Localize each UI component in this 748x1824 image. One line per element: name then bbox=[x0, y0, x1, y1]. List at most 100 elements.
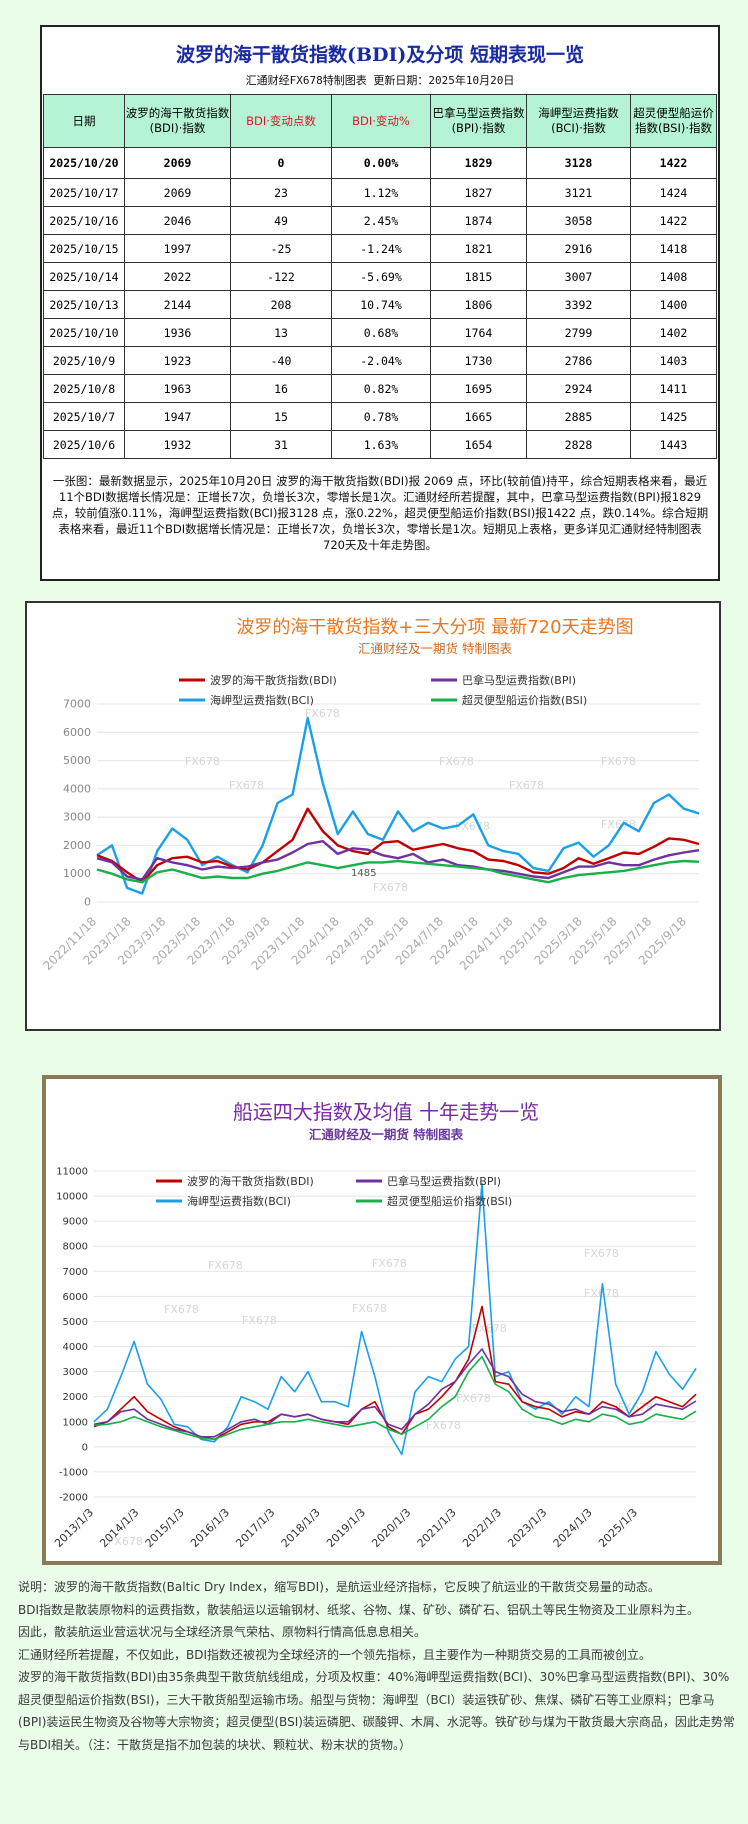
y-tick-label: 11000 bbox=[56, 1167, 88, 1178]
table-cell: 1424 bbox=[630, 178, 717, 207]
y-tick-label: 3000 bbox=[63, 1367, 88, 1378]
y-tick-label: -2000 bbox=[59, 1493, 88, 1504]
legend-label: 波罗的海干散货指数(BDI) bbox=[210, 673, 337, 687]
watermark-text: FX678 bbox=[455, 820, 490, 833]
watermark-text: FX678 bbox=[305, 707, 340, 720]
table-cell: 1.12% bbox=[331, 178, 431, 207]
summary-table-panel: 波罗的海干散货指数(BDI)及分项 短期表现一览 汇通财经FX678特制图表 更… bbox=[40, 25, 720, 581]
table-cell: 208 bbox=[230, 290, 332, 319]
x-tick-label: 2015/1/3 bbox=[143, 1506, 187, 1550]
watermark-text: FX678 bbox=[601, 818, 636, 831]
description-line: 因此，散装航运业营运状况与全球经济景气荣枯、原物料行情高低息息相关。 bbox=[18, 1625, 427, 1639]
table-cell: 0.68% bbox=[331, 318, 431, 347]
y-tick-label: 0 bbox=[84, 896, 91, 909]
y-tick-label: 1000 bbox=[63, 1417, 88, 1428]
table-row: 2025/10/7 1947 15 0.78% 1665 2885 1425 bbox=[43, 402, 717, 431]
legend-label: 巴拿马型运费指数(BPI) bbox=[387, 1174, 501, 1188]
watermark-text: FX678 bbox=[509, 779, 544, 792]
table-cell: 2025/10/17 bbox=[43, 178, 125, 207]
table-cell: 1806 bbox=[430, 290, 527, 319]
table-row: 2025/10/9 1923 -40 -2.04% 1730 2786 1403 bbox=[43, 346, 717, 375]
table-cell: -2.04% bbox=[331, 346, 431, 375]
table-cell: 2025/10/7 bbox=[43, 402, 125, 431]
table-cell: 1963 bbox=[124, 374, 231, 403]
table-cell: 2828 bbox=[526, 430, 631, 459]
table-cell: 2025/10/16 bbox=[43, 206, 125, 235]
series-line-0 bbox=[93, 1305, 697, 1441]
y-tick-label: 2000 bbox=[63, 1392, 88, 1403]
y-tick-label: 5000 bbox=[63, 754, 91, 767]
table-cell: 1411 bbox=[630, 374, 717, 403]
table-cell: 0.00% bbox=[331, 147, 431, 179]
table-cell: 2025/10/10 bbox=[43, 318, 125, 347]
legend-label: 超灵便型船运价指数(BSI) bbox=[387, 1194, 512, 1208]
chart-title: 船运四大指数及均值 十年走势一览 bbox=[233, 1100, 539, 1124]
table-cell: -122 bbox=[230, 262, 332, 291]
table-cell: 2025/10/14 bbox=[43, 262, 125, 291]
table-cell: 15 bbox=[230, 402, 332, 431]
chart-ten-years: 船运四大指数及均值 十年走势一览 汇通财经及一期货 特制图表 -2000 -1000 0… bbox=[42, 1075, 722, 1565]
header-bci: 海岬型运费指数(BCI)·指数 bbox=[526, 94, 631, 148]
table-row: 2025/10/10 1936 13 0.68% 1764 2799 1402 bbox=[43, 318, 717, 347]
table-cell: 2.45% bbox=[331, 206, 431, 235]
table-cell: 31 bbox=[230, 430, 332, 459]
description-line: 汇通财经所若提醒，不仅如此，BDI指数还被视为全球经济的一个领先指标，且主要作为… bbox=[18, 1647, 652, 1662]
table-cell: 0 bbox=[230, 147, 332, 179]
table-cell: 2025/10/6 bbox=[43, 430, 125, 459]
table-cell: 1403 bbox=[630, 346, 717, 375]
table-row: 2025/10/20 2069 0 0.00% 1829 3128 1422 bbox=[43, 147, 717, 179]
header-bdi-pct: BDI·变动% bbox=[331, 94, 431, 148]
watermark-text: FX678 bbox=[584, 1247, 619, 1260]
table-cell: 1829 bbox=[430, 147, 527, 179]
table-cell: 2069 bbox=[124, 178, 231, 207]
table-cell: 1815 bbox=[430, 262, 527, 291]
x-tick-label: 2020/1/3 bbox=[369, 1506, 413, 1550]
y-tick-label: 4000 bbox=[63, 1342, 88, 1353]
table-cell: 1422 bbox=[630, 206, 717, 235]
table-cell: 0.78% bbox=[331, 402, 431, 431]
table-note: 一张图：最新数据显示，2025年10月20日 波罗的海干散货指数(BDI)报 2… bbox=[51, 474, 709, 552]
description-block: 说明：波罗的海干散货指数(Baltic Dry Index，缩写BDI)，是航运… bbox=[18, 1576, 736, 1756]
legend-label: 海岬型运费指数(BCI) bbox=[187, 1194, 291, 1208]
table-cell: 23 bbox=[230, 178, 332, 207]
header-bpi: 巴拿马型运费指数(BPI)·指数 bbox=[430, 94, 527, 148]
table-cell: 1923 bbox=[124, 346, 231, 375]
table-cell: 1418 bbox=[630, 234, 717, 263]
table-cell: 2069 bbox=[124, 147, 231, 179]
x-tick-label: 2017/1/3 bbox=[233, 1506, 277, 1550]
table-row: 2025/10/14 2022 -122 -5.69% 1815 3007 1408 bbox=[43, 262, 717, 291]
watermark-text: FX678 bbox=[185, 755, 220, 768]
x-tick-label: 2025/1/3 bbox=[596, 1506, 640, 1550]
watermark-text: FX678 bbox=[456, 1392, 491, 1405]
bdi-table: 日期 波罗的海干散货指数(BDI)·指数 BDI·变动点数 BDI·变动% 巴拿… bbox=[43, 94, 717, 459]
table-cell: 1997 bbox=[124, 234, 231, 263]
table-cell: 1400 bbox=[630, 290, 717, 319]
x-tick-label: 2019/1/3 bbox=[324, 1506, 368, 1550]
y-tick-label: 6000 bbox=[63, 726, 91, 739]
watermark-text: FX678 bbox=[352, 1302, 387, 1315]
legend-label: 海岬型运费指数(BCI) bbox=[210, 693, 314, 707]
table-cell: 2799 bbox=[526, 318, 631, 347]
chart-720-days: 波罗的海干散货指数+三大分项 最新720天走势图 汇通财经及一期货 特制图表 0 10… bbox=[25, 601, 721, 1031]
table-body: 2025/10/20 2069 0 0.00% 1829 3128 1422 2025/10/… bbox=[43, 147, 717, 459]
x-tick-label: 2013/1/3 bbox=[52, 1506, 96, 1550]
table-cell: 2025/10/9 bbox=[43, 346, 125, 375]
table-cell: 2046 bbox=[124, 206, 231, 235]
table-cell: -40 bbox=[230, 346, 332, 375]
x-tick-label: 2022/1/3 bbox=[460, 1506, 504, 1550]
table-header-row: 日期 波罗的海干散货指数(BDI)·指数 BDI·变动点数 BDI·变动% 巴拿… bbox=[43, 94, 717, 148]
table-cell: -5.69% bbox=[331, 262, 431, 291]
x-tick-label: 2024/1/3 bbox=[551, 1506, 595, 1550]
table-cell: 13 bbox=[230, 318, 332, 347]
table-cell: 2924 bbox=[526, 374, 631, 403]
x-tick-label: 2018/1/3 bbox=[279, 1506, 323, 1550]
y-tick-label: 7000 bbox=[63, 698, 91, 711]
table-cell: 2144 bbox=[124, 290, 231, 319]
table-row: 2025/10/13 2144 208 10.74% 1806 3392 1400 bbox=[43, 290, 717, 319]
table-cell: 2786 bbox=[526, 346, 631, 375]
chart-title: 波罗的海干散货指数+三大分项 最新720天走势图 bbox=[236, 617, 633, 638]
table-cell: 1730 bbox=[430, 346, 527, 375]
series-line-3 bbox=[96, 859, 700, 884]
table-cell: 3128 bbox=[526, 147, 631, 179]
